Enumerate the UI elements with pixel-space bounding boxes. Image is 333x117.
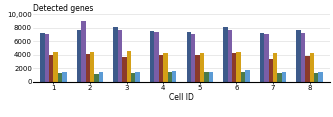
Bar [40,33,45,82]
Bar [90,52,94,82]
Bar [49,55,53,82]
Bar [163,53,167,82]
Bar [191,34,195,82]
Bar [172,71,176,82]
Bar [223,27,227,82]
Bar [118,30,122,82]
Bar [204,72,208,82]
Bar [282,72,286,82]
Bar [296,30,301,82]
Bar [122,57,127,82]
Bar [62,72,67,82]
Bar [53,52,58,82]
Bar [200,53,204,82]
Bar [241,72,245,82]
Bar [264,34,269,82]
Bar [150,31,155,82]
Bar [236,52,241,82]
Bar [232,53,236,82]
Bar [45,34,49,82]
X-axis label: Cell ID: Cell ID [169,93,194,102]
Bar [94,74,99,82]
Bar [310,53,314,82]
Bar [318,72,323,82]
Bar [208,72,213,82]
Bar [114,27,118,82]
Bar [131,73,136,82]
Bar [195,55,200,82]
Bar [245,70,249,82]
Bar [155,32,159,82]
Bar [136,72,140,82]
Text: Detected genes: Detected genes [33,4,94,13]
Bar [186,32,191,82]
Bar [58,73,62,82]
Bar [277,73,282,82]
Bar [305,56,310,82]
Bar [81,21,86,82]
Bar [260,33,264,82]
Bar [227,30,232,82]
Bar [159,55,163,82]
Bar [127,51,131,82]
Bar [273,53,277,82]
Bar [99,72,103,82]
Bar [301,33,305,82]
Bar [314,73,318,82]
Bar [269,59,273,82]
Bar [86,54,90,82]
Bar [77,30,81,82]
Bar [167,72,172,82]
